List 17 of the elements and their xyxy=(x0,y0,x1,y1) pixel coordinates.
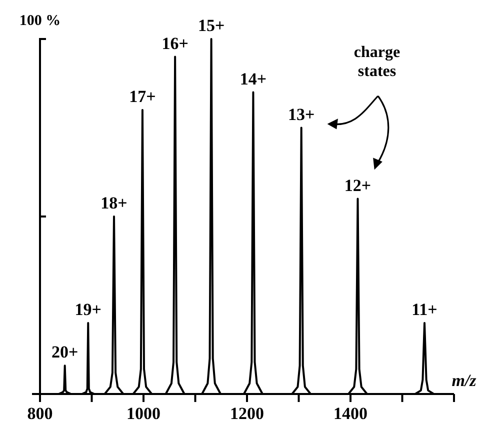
x-axis-title: m/z xyxy=(452,371,477,390)
x-tick-label: 1400 xyxy=(334,404,368,423)
annotation: 19+ xyxy=(74,300,102,319)
annotation: 18+ xyxy=(100,194,128,212)
annotation: 14+ xyxy=(240,69,267,88)
text: 100 % xyxy=(19,13,61,29)
annotation: 16+ xyxy=(162,34,188,53)
annotation: 20+ xyxy=(51,342,78,362)
x-tick-label: 800 xyxy=(27,404,53,423)
annotation: 11+ xyxy=(412,300,438,319)
x-tick-label: 1200 xyxy=(230,404,264,423)
annotation: charge states xyxy=(354,44,400,80)
annotation: 15+ xyxy=(198,16,225,35)
annotation: 12+ xyxy=(344,176,372,195)
annotation: 13+ xyxy=(288,104,315,124)
annotation: 17+ xyxy=(129,87,156,106)
x-tick-label: 1000 xyxy=(126,404,160,423)
